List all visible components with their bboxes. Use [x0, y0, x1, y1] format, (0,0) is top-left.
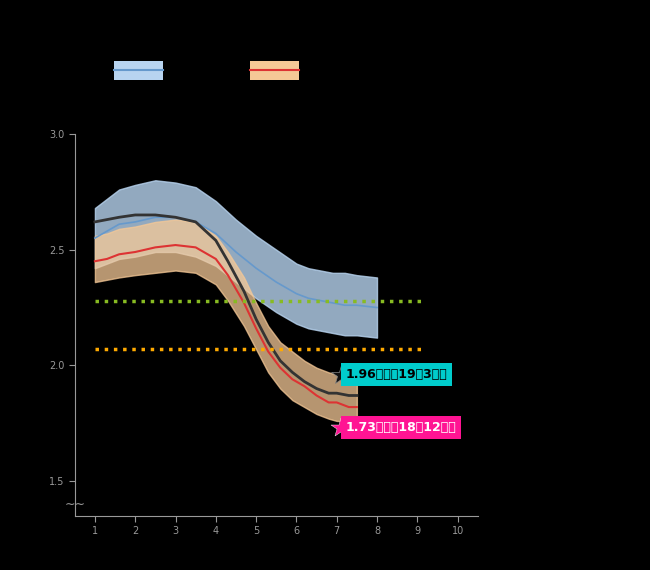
Text: ∼∼: ∼∼ — [64, 498, 85, 511]
Text: 1.73（平成18年12月）: 1.73（平成18年12月） — [346, 421, 456, 434]
Text: 1.96（平成19年3月）: 1.96（平成19年3月） — [346, 368, 447, 381]
